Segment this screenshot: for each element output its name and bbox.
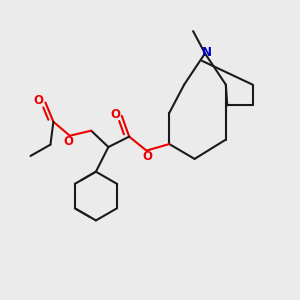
Text: O: O xyxy=(142,150,152,163)
Text: O: O xyxy=(34,94,44,107)
Text: O: O xyxy=(110,108,120,121)
Text: N: N xyxy=(202,46,212,59)
Text: O: O xyxy=(64,135,74,148)
